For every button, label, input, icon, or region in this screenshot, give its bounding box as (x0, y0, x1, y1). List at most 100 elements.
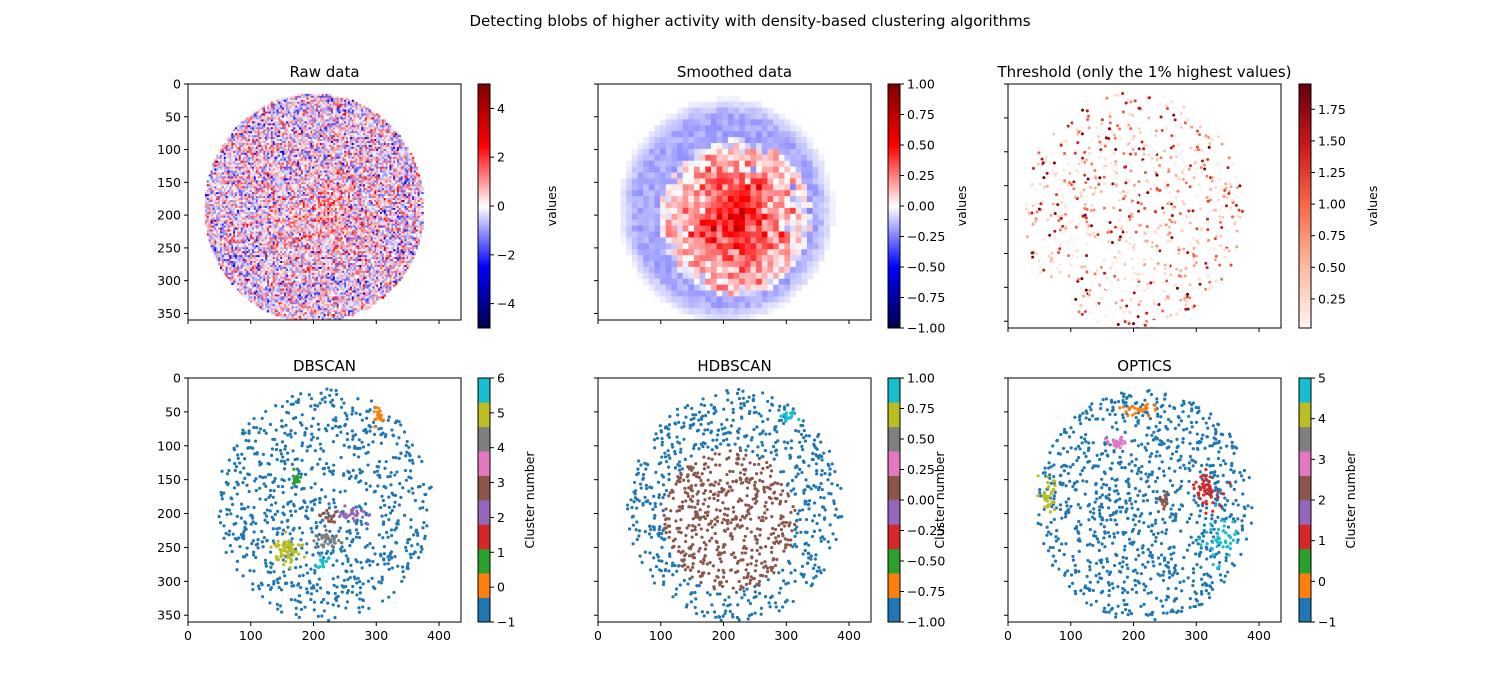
raw-pixel (280, 215, 283, 219)
raw-pixel (216, 249, 219, 252)
raw-pixel (263, 162, 266, 165)
raw-pixel (212, 221, 215, 224)
raw-pixel (299, 219, 302, 222)
raw-pixel (253, 300, 257, 303)
raw-pixel (223, 202, 226, 205)
raw-pixel (291, 156, 294, 160)
raw-pixel (274, 231, 277, 234)
raw-pixel (297, 125, 300, 128)
raw-pixel (265, 125, 268, 128)
raw-pixel (235, 143, 238, 146)
raw-pixel (299, 180, 302, 183)
raw-pixel (291, 152, 294, 156)
raw-pixel (261, 264, 264, 268)
raw-pixel (212, 231, 215, 234)
raw-pixel (293, 243, 296, 246)
raw-pixel (250, 282, 253, 285)
raw-pixel (265, 251, 268, 254)
raw-pixel (278, 176, 281, 179)
raw-pixel (263, 203, 266, 207)
raw-pixel (223, 166, 226, 169)
raw-pixel (278, 237, 281, 240)
raw-pixel (252, 245, 255, 248)
raw-pixel (276, 180, 279, 183)
raw-pixel (229, 213, 232, 217)
raw-pixel (242, 148, 245, 152)
raw-pixel (240, 274, 243, 278)
raw-pixel (287, 160, 290, 163)
raw-pixel (291, 170, 294, 173)
raw-pixel (246, 286, 249, 289)
raw-pixel (304, 117, 307, 120)
raw-pixel (214, 215, 217, 219)
raw-pixel (236, 170, 240, 173)
raw-pixel (244, 176, 247, 179)
raw-pixel (304, 314, 307, 317)
raw-pixel (250, 264, 253, 268)
raw-pixel (299, 217, 302, 220)
raw-pixel (284, 284, 287, 287)
raw-pixel (259, 294, 262, 297)
raw-pixel (227, 170, 230, 173)
raw-pixel (268, 143, 272, 146)
raw-pixel (282, 176, 285, 179)
raw-pixel (220, 255, 223, 258)
raw-pixel (216, 251, 219, 254)
raw-pixel (299, 304, 302, 307)
raw-pixel (272, 227, 275, 230)
raw-pixel (306, 286, 309, 289)
raw-pixel (276, 129, 279, 132)
raw-pixel (235, 213, 238, 217)
raw-pixel (223, 272, 226, 276)
raw-pixel (270, 156, 274, 160)
raw-pixel (231, 278, 234, 281)
raw-pixel (284, 274, 287, 278)
raw-pixel (208, 192, 211, 195)
raw-pixel (250, 190, 253, 193)
raw-pixel (242, 160, 245, 163)
raw-pixel (268, 249, 272, 252)
raw-pixel (270, 229, 274, 232)
raw-pixel (293, 221, 296, 224)
raw-pixel (246, 231, 249, 234)
raw-pixel (297, 274, 300, 278)
raw-pixel (297, 170, 300, 173)
raw-pixel (295, 272, 298, 276)
raw-pixel (229, 257, 232, 260)
raw-pixel (276, 141, 279, 144)
raw-pixel (261, 186, 264, 189)
raw-pixel (225, 253, 228, 256)
raw-pixel (287, 200, 290, 203)
raw-pixel (276, 312, 279, 315)
raw-pixel (257, 117, 260, 120)
raw-pixel (270, 125, 274, 128)
raw-pixel (272, 272, 275, 276)
raw-pixel (267, 235, 270, 238)
raw-pixel (295, 95, 298, 99)
raw-pixel (265, 215, 268, 219)
raw-pixel (300, 298, 304, 301)
raw-pixel (284, 207, 287, 211)
raw-pixel (250, 231, 253, 234)
raw-pixel (252, 211, 255, 215)
raw-pixel (235, 229, 238, 232)
raw-pixel (206, 229, 210, 232)
raw-pixel (221, 156, 225, 160)
raw-pixel (297, 156, 300, 160)
raw-pixel (287, 123, 290, 126)
raw-pixel (300, 239, 304, 242)
raw-pixel (300, 308, 304, 311)
raw-pixel (250, 164, 253, 167)
raw-pixel (270, 115, 274, 118)
raw-pixel (289, 296, 292, 299)
raw-pixel (253, 176, 257, 179)
raw-pixel (300, 207, 304, 211)
raw-pixel (227, 270, 230, 274)
raw-pixel (252, 233, 255, 236)
raw-pixel (282, 245, 285, 248)
raw-pixel (220, 259, 223, 262)
raw-pixel (293, 148, 296, 152)
raw-pixel (218, 261, 221, 264)
raw-pixel (261, 198, 264, 201)
raw-pixel (291, 188, 294, 191)
